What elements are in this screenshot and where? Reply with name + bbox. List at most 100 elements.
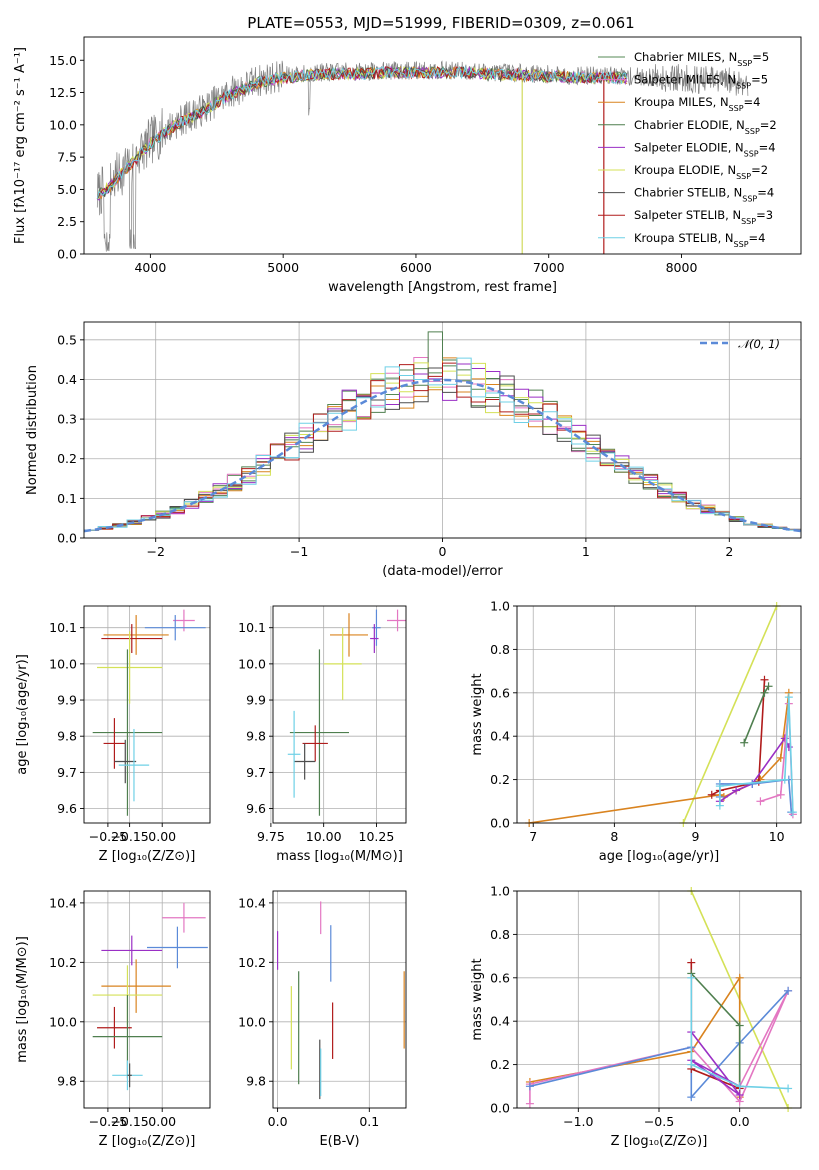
mass-vs-EBV-ytick-label: 9.8 bbox=[246, 1074, 266, 1089]
legend-label-value: =4 bbox=[759, 140, 776, 154]
observed-spectrum-line bbox=[96, 60, 749, 252]
mass-vs-Z-ytick-label: 10.2 bbox=[49, 955, 77, 970]
mass-weight-vs-age-ytick-label: 0.4 bbox=[490, 729, 510, 744]
legend-label-main: Chabrier STELIB, N bbox=[634, 186, 742, 200]
mass-vs-Z-xtick-label: −0.25 bbox=[89, 1114, 127, 1129]
legend-label-value: =2 bbox=[760, 118, 777, 132]
mass-weight-vs-age-ylabel: mass weight bbox=[470, 673, 485, 755]
mass-weight-vs-Z-xtick-label: −0.5 bbox=[644, 1114, 674, 1129]
legend-label-main: Kroupa MILES, N bbox=[634, 95, 729, 109]
mass-weight-vs-Z-frame bbox=[516, 890, 802, 1109]
spectrum-xtick-label: 7000 bbox=[533, 260, 565, 275]
spectrum-xtick-label: 8000 bbox=[666, 260, 698, 275]
legend-label-sub: SSP bbox=[742, 194, 757, 203]
point-errorbar bbox=[144, 615, 206, 641]
mass-vs-Z-ytick-label: 10.0 bbox=[49, 1014, 77, 1029]
point-errorbar bbox=[97, 631, 163, 704]
legend-label-sub: SSP bbox=[741, 217, 756, 226]
mass-weight-line bbox=[690, 977, 789, 1090]
mass-weight-vs-age-xtick-label: 7 bbox=[529, 829, 537, 844]
point-errorbar bbox=[127, 1063, 132, 1088]
age-vs-mass-ytick-label: 10.1 bbox=[238, 620, 266, 635]
residuals-xtick-label: −2 bbox=[146, 544, 164, 559]
age-vs-mass-ytick-label: 9.7 bbox=[246, 765, 266, 780]
spectrum-ytick-label: 0.0 bbox=[57, 247, 77, 262]
mass-weight-marker bbox=[687, 1060, 696, 1069]
legend-label-main: Kroupa ELODIE, N bbox=[634, 163, 736, 177]
age-vs-Z-xtick-label: −0.25 bbox=[89, 829, 127, 844]
legend-label-sub: SSP bbox=[745, 126, 760, 135]
residual-histogram bbox=[84, 357, 801, 531]
point-errorbar bbox=[101, 624, 163, 654]
mass-weight-vs-age-ytick-label: 0.0 bbox=[490, 816, 510, 831]
mass-weight-marker bbox=[784, 986, 793, 995]
residuals-ytick-label: 0.5 bbox=[57, 332, 77, 347]
legend-label-value: =5 bbox=[752, 50, 769, 64]
mass-vs-Z-ylabel: mass [log₁₀(M/M⊙)] bbox=[15, 936, 30, 1063]
point-errorbar bbox=[162, 902, 206, 933]
model-spectrum-line bbox=[97, 66, 628, 200]
age-vs-mass-xtick-label: 10.00 bbox=[306, 829, 342, 844]
legend-label-value: =5 bbox=[751, 73, 768, 87]
mass-vs-Z-xtick-label: −0.15 bbox=[110, 1114, 148, 1129]
mass-weight-vs-Z-ytick-label: 0.6 bbox=[490, 970, 510, 985]
mass-vs-Z-ytick-label: 9.8 bbox=[57, 1074, 77, 1089]
legend-label-value: =3 bbox=[756, 208, 773, 222]
mass-weight-vs-Z-ylabel: mass weight bbox=[470, 958, 485, 1040]
mass-weight-vs-Z-ytick-label: 0.8 bbox=[490, 927, 510, 942]
mass-weight-vs-age-ytick-label: 0.2 bbox=[490, 772, 510, 787]
mass-vs-EBV-xtick-label: 0.0 bbox=[268, 1114, 288, 1129]
age-vs-Z-ytick-label: 9.6 bbox=[57, 801, 77, 816]
point-errorbar bbox=[387, 609, 406, 632]
spectrum-ytick-label: 5.0 bbox=[57, 182, 77, 197]
legend-label-main: Kroupa STELIB, N bbox=[634, 231, 734, 245]
residuals-ytick-label: 0.1 bbox=[57, 491, 77, 506]
mass-weight-marker bbox=[760, 675, 769, 684]
mass-weight-marker bbox=[687, 958, 696, 967]
age-vs-mass-xlabel: mass [log₁₀(M/M⊙)] bbox=[276, 849, 403, 864]
point-errorbar bbox=[101, 935, 163, 966]
mass-weight-marker bbox=[784, 693, 793, 702]
mass-weight-marker bbox=[525, 1082, 534, 1091]
residuals-legend: 𝒩(0, 1) bbox=[700, 337, 780, 351]
mass-vs-EBV-ytick-label: 10.0 bbox=[238, 1014, 266, 1029]
residuals-ytick-label: 0.0 bbox=[57, 531, 77, 546]
figure-title: PLATE=0553, MJD=51999, FIBERID=0309, z=0… bbox=[247, 14, 634, 32]
mass-weight-vs-Z-ytick-label: 1.0 bbox=[490, 884, 510, 899]
point-errorbar bbox=[287, 710, 301, 798]
residuals-ytick-label: 0.2 bbox=[57, 451, 77, 466]
age-vs-Z-frame bbox=[83, 605, 211, 824]
mass-weight-marker bbox=[707, 790, 716, 799]
age-vs-Z-xtick-label: −0.15 bbox=[110, 829, 148, 844]
age-vs-Z-ytick-label: 9.7 bbox=[57, 765, 77, 780]
legend-label: 𝒩(0, 1) bbox=[738, 337, 780, 351]
age-vs-Z-xtick-label: 0.00 bbox=[148, 829, 176, 844]
residuals-xlabel: (data-model)/error bbox=[382, 564, 503, 579]
point-errorbar bbox=[294, 743, 316, 780]
mass-vs-Z-xtick-label: 0.00 bbox=[148, 1114, 176, 1129]
age-vs-Z-ytick-label: 10.0 bbox=[49, 656, 77, 671]
spectrum-xlabel: wavelength [Angstrom, rest frame] bbox=[328, 280, 557, 295]
legend-label: Salpeter ELODIE, NSSP=4 bbox=[634, 140, 776, 158]
mass-weight-marker bbox=[732, 786, 741, 795]
chart-panels: 4000 5000 6000 7000 80000.02.55.07.510.012.5… bbox=[13, 36, 802, 1149]
age-vs-Z-ytick-label: 9.8 bbox=[57, 729, 77, 744]
mass-weight-marker bbox=[784, 1084, 793, 1093]
mass-weight-line bbox=[529, 692, 790, 823]
mass-weight-vs-Z-ytick-label: 0.4 bbox=[490, 1014, 510, 1029]
mass-weight-marker bbox=[760, 688, 769, 697]
legend-label: Salpeter MILES, NSSP=5 bbox=[634, 73, 768, 91]
point-errorbar bbox=[289, 649, 349, 816]
mass-weight-vs-age-ytick-label: 0.8 bbox=[490, 642, 510, 657]
point-errorbar bbox=[97, 1006, 132, 1049]
spectrum-xtick-label: 4000 bbox=[134, 260, 166, 275]
age-vs-mass-xtick-label: 10.25 bbox=[359, 829, 395, 844]
residuals-frame bbox=[83, 321, 802, 539]
mass-weight-vs-Z-xtick-label: −1.0 bbox=[563, 1114, 593, 1129]
spectrum-axes: 4000 5000 6000 7000 8000 0.0 2.5 5.0 7.5 10.0 12.5… bbox=[13, 47, 697, 295]
mass-vs-Z-xlabel: Z [log₁₀(Z/Z⊙)] bbox=[99, 1134, 196, 1149]
spectrum-xtick-label: 5000 bbox=[267, 260, 299, 275]
age-vs-Z-axes: −0.25−0.15 0.00 9.6 9.7 9.8 9.9 10.0 10.1 Z [log… bbox=[15, 606, 210, 864]
residuals-xtick-label: −1 bbox=[290, 544, 308, 559]
mass-weight-line bbox=[719, 736, 790, 802]
